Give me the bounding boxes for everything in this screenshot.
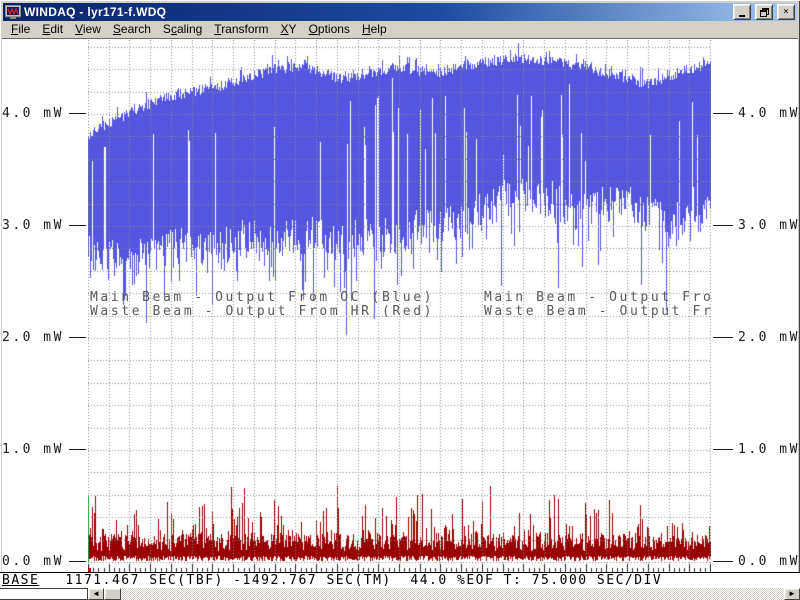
y-tick-label: 1.0 mW xyxy=(738,442,798,457)
tick-dash xyxy=(68,561,86,562)
menu-item-transform[interactable]: Transform xyxy=(214,22,269,36)
menu-item-options[interactable]: Options xyxy=(308,22,350,36)
y-tick-label: 3.0 mW xyxy=(2,218,64,233)
tick-dash xyxy=(68,449,86,450)
y-tick-left-0: 0.0 mW xyxy=(2,554,86,569)
y-tick-left-3: 3.0 mW xyxy=(2,218,86,233)
y-tick-right-0: 0.0 mW xyxy=(713,554,798,569)
menu-item-edit[interactable]: Edit xyxy=(42,22,64,36)
close-icon: × xyxy=(783,6,789,17)
tick-dash xyxy=(713,337,733,338)
waveform-canvas[interactable] xyxy=(88,40,711,572)
annotation-line: Waste Beam - Output From HR (Red) xyxy=(90,304,435,319)
tick-dash xyxy=(713,561,733,562)
scrollbar-thumb[interactable] xyxy=(104,588,121,600)
y-tick-label: 3.0 mW xyxy=(738,218,798,233)
y-tick-label: 1.0 mW xyxy=(2,442,64,457)
scroll-right-icon: ► xyxy=(788,589,796,598)
scroll-left-icon: ◄ xyxy=(92,589,100,598)
minimize-button[interactable] xyxy=(733,4,751,20)
menu-bar: File Edit View Search Scaling Transform XY Opti… xyxy=(3,21,797,37)
menu-item-xy[interactable]: XY xyxy=(280,22,297,36)
y-tick-right-4: 4.0 mW xyxy=(713,106,798,121)
tick-dash xyxy=(713,113,733,114)
y-tick-left-2: 2.0 mW xyxy=(2,330,86,345)
annotation-line: Main Beam - Output From OC (Blue) xyxy=(90,290,435,305)
y-tick-left-4: 4.0 mW xyxy=(2,106,86,121)
scrollbar-track[interactable] xyxy=(121,588,784,600)
y-tick-right-1: 1.0 mW xyxy=(713,442,798,457)
title-bar[interactable]: WINDAQ - lyr171-f.WDQ × xyxy=(3,3,797,21)
scrollbar-position-box xyxy=(0,588,88,600)
status-bar: BASE 1171.467 SEC(TBF) -1492.767 SEC(TM)… xyxy=(0,572,800,588)
menu-item-file[interactable]: File xyxy=(11,22,31,36)
channel-annotations-right: Main Beam - Output Fro Waste Beam - Outpu… xyxy=(484,291,712,319)
restore-button[interactable] xyxy=(755,4,773,20)
status-readouts: 1171.467 SEC(TBF) -1492.767 SEC(TM) 44.0… xyxy=(65,573,663,588)
y-tick-left-1: 1.0 mW xyxy=(2,442,86,457)
y-tick-label: 4.0 mW xyxy=(738,106,798,121)
close-button[interactable]: × xyxy=(777,4,795,20)
annotation-line-truncated: Waste Beam - Output Fr xyxy=(484,304,712,319)
minimize-icon xyxy=(739,14,745,17)
time-cursor-tick xyxy=(88,568,91,572)
tick-dash xyxy=(68,225,86,226)
tick-dash xyxy=(68,337,86,338)
menu-item-help[interactable]: Help xyxy=(361,22,387,36)
window-title: WINDAQ - lyr171-f.WDQ xyxy=(24,5,167,19)
horizontal-scrollbar[interactable]: ◄ ► xyxy=(0,588,800,600)
restore-icon xyxy=(759,8,769,17)
menu-item-search[interactable]: Search xyxy=(112,22,151,36)
tick-dash xyxy=(713,449,733,450)
scroll-left-button[interactable]: ◄ xyxy=(88,588,104,600)
y-tick-right-3: 3.0 mW xyxy=(713,218,798,233)
annotation-line-truncated: Main Beam - Output Fro xyxy=(484,291,712,305)
y-tick-label: 2.0 mW xyxy=(738,330,798,345)
chart-area: 4.0 mW 3.0 mW 2.0 mW 1.0 mW 0.0 mW 4.0 mW 3.0… xyxy=(2,38,798,572)
y-tick-label: 2.0 mW xyxy=(2,330,64,345)
channel-annotations-left: Main Beam - Output From OC (Blue) Waste B… xyxy=(90,291,434,319)
tick-dash xyxy=(713,225,733,226)
tick-dash xyxy=(68,113,86,114)
base-mode-label[interactable]: BASE xyxy=(2,573,40,588)
y-tick-label: 4.0 mW xyxy=(2,106,64,121)
scroll-right-button[interactable]: ► xyxy=(784,588,800,600)
y-tick-label: 0.0 mW xyxy=(738,554,798,569)
menu-item-view[interactable]: View xyxy=(75,22,101,36)
y-tick-label: 0.0 mW xyxy=(2,554,64,569)
menu-item-scaling[interactable]: Scaling xyxy=(162,22,203,36)
y-tick-right-2: 2.0 mW xyxy=(713,330,798,345)
windaq-app-icon xyxy=(5,5,21,19)
